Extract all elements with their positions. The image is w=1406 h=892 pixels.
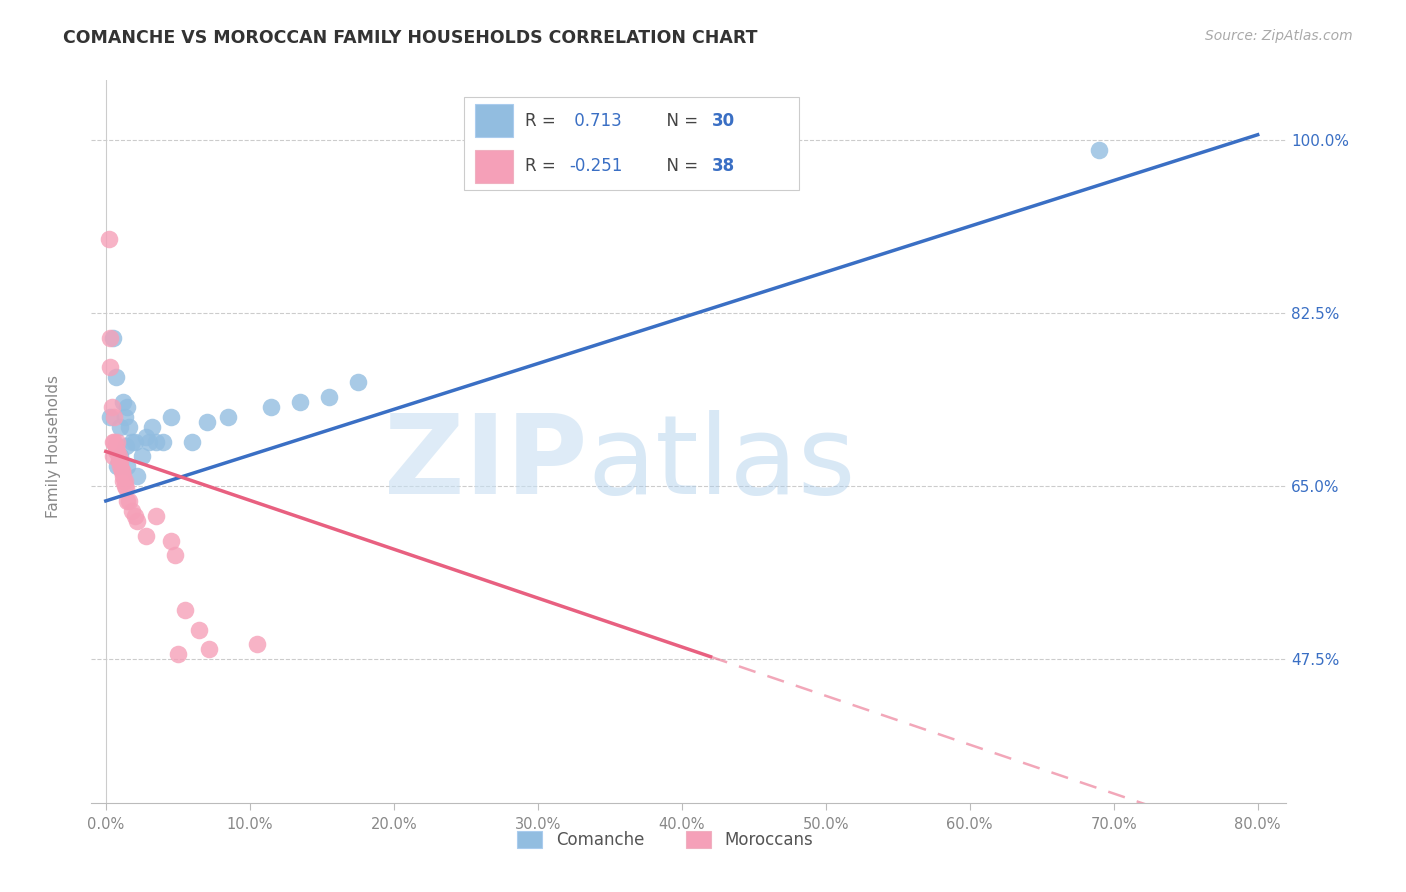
Point [195, 415, 218, 429]
Point [159, 533, 181, 548]
Text: ZIP: ZIP [384, 409, 588, 516]
Point [111, 464, 134, 478]
Text: COMANCHE VS MOROCCAN FAMILY HOUSEHOLDS CORRELATION CHART: COMANCHE VS MOROCCAN FAMILY HOUSEHOLDS C… [63, 29, 758, 46]
Point [141, 419, 163, 434]
Point [101, 330, 124, 344]
Point [105, 444, 128, 458]
Point [105, 459, 128, 474]
Point [318, 390, 340, 404]
Point [131, 450, 153, 464]
Point [104, 444, 127, 458]
Point [124, 508, 146, 523]
Point [112, 469, 135, 483]
Point [198, 642, 221, 657]
Point [117, 459, 139, 474]
Point [346, 375, 368, 389]
Point [166, 648, 188, 662]
Point [138, 434, 160, 449]
Point [101, 434, 124, 449]
Text: atlas: atlas [588, 409, 856, 516]
Point [127, 514, 149, 528]
Point [188, 623, 211, 637]
Point [121, 504, 143, 518]
Point [115, 440, 138, 454]
Point [114, 409, 136, 424]
Point [163, 549, 186, 563]
Point [288, 395, 311, 409]
Point [246, 637, 269, 651]
Point [107, 454, 129, 468]
Point [127, 469, 149, 483]
Point [117, 400, 139, 414]
Point [97, 232, 120, 246]
Point [124, 434, 146, 449]
Text: Family Households: Family Households [46, 375, 60, 517]
Point [118, 419, 141, 434]
Point [159, 409, 181, 424]
Point [100, 400, 122, 414]
Point [103, 434, 125, 449]
Point [145, 434, 167, 449]
Point [112, 474, 135, 488]
Point [98, 330, 121, 344]
Point [145, 508, 167, 523]
Point [174, 603, 197, 617]
Point [104, 370, 127, 384]
Point [1088, 143, 1111, 157]
Point [101, 450, 124, 464]
Point [98, 360, 121, 375]
Point [105, 434, 128, 449]
Point [115, 481, 138, 495]
Text: Source: ZipAtlas.com: Source: ZipAtlas.com [1205, 29, 1353, 43]
Point [117, 494, 139, 508]
Point [104, 440, 127, 454]
Point [108, 459, 131, 474]
Legend: Comanche, Moroccans: Comanche, Moroccans [510, 824, 820, 856]
Point [181, 434, 204, 449]
Point [108, 419, 131, 434]
Point [114, 479, 136, 493]
Point [217, 409, 239, 424]
Point [260, 400, 283, 414]
Point [107, 450, 129, 464]
Point [103, 409, 125, 424]
Point [112, 395, 135, 409]
Point [135, 429, 157, 443]
Point [114, 474, 136, 488]
Point [118, 494, 141, 508]
Point [98, 409, 121, 424]
Point [135, 528, 157, 542]
Point [111, 464, 134, 478]
Point [108, 454, 131, 468]
Point [121, 434, 143, 449]
Point [108, 450, 131, 464]
Point [152, 434, 174, 449]
